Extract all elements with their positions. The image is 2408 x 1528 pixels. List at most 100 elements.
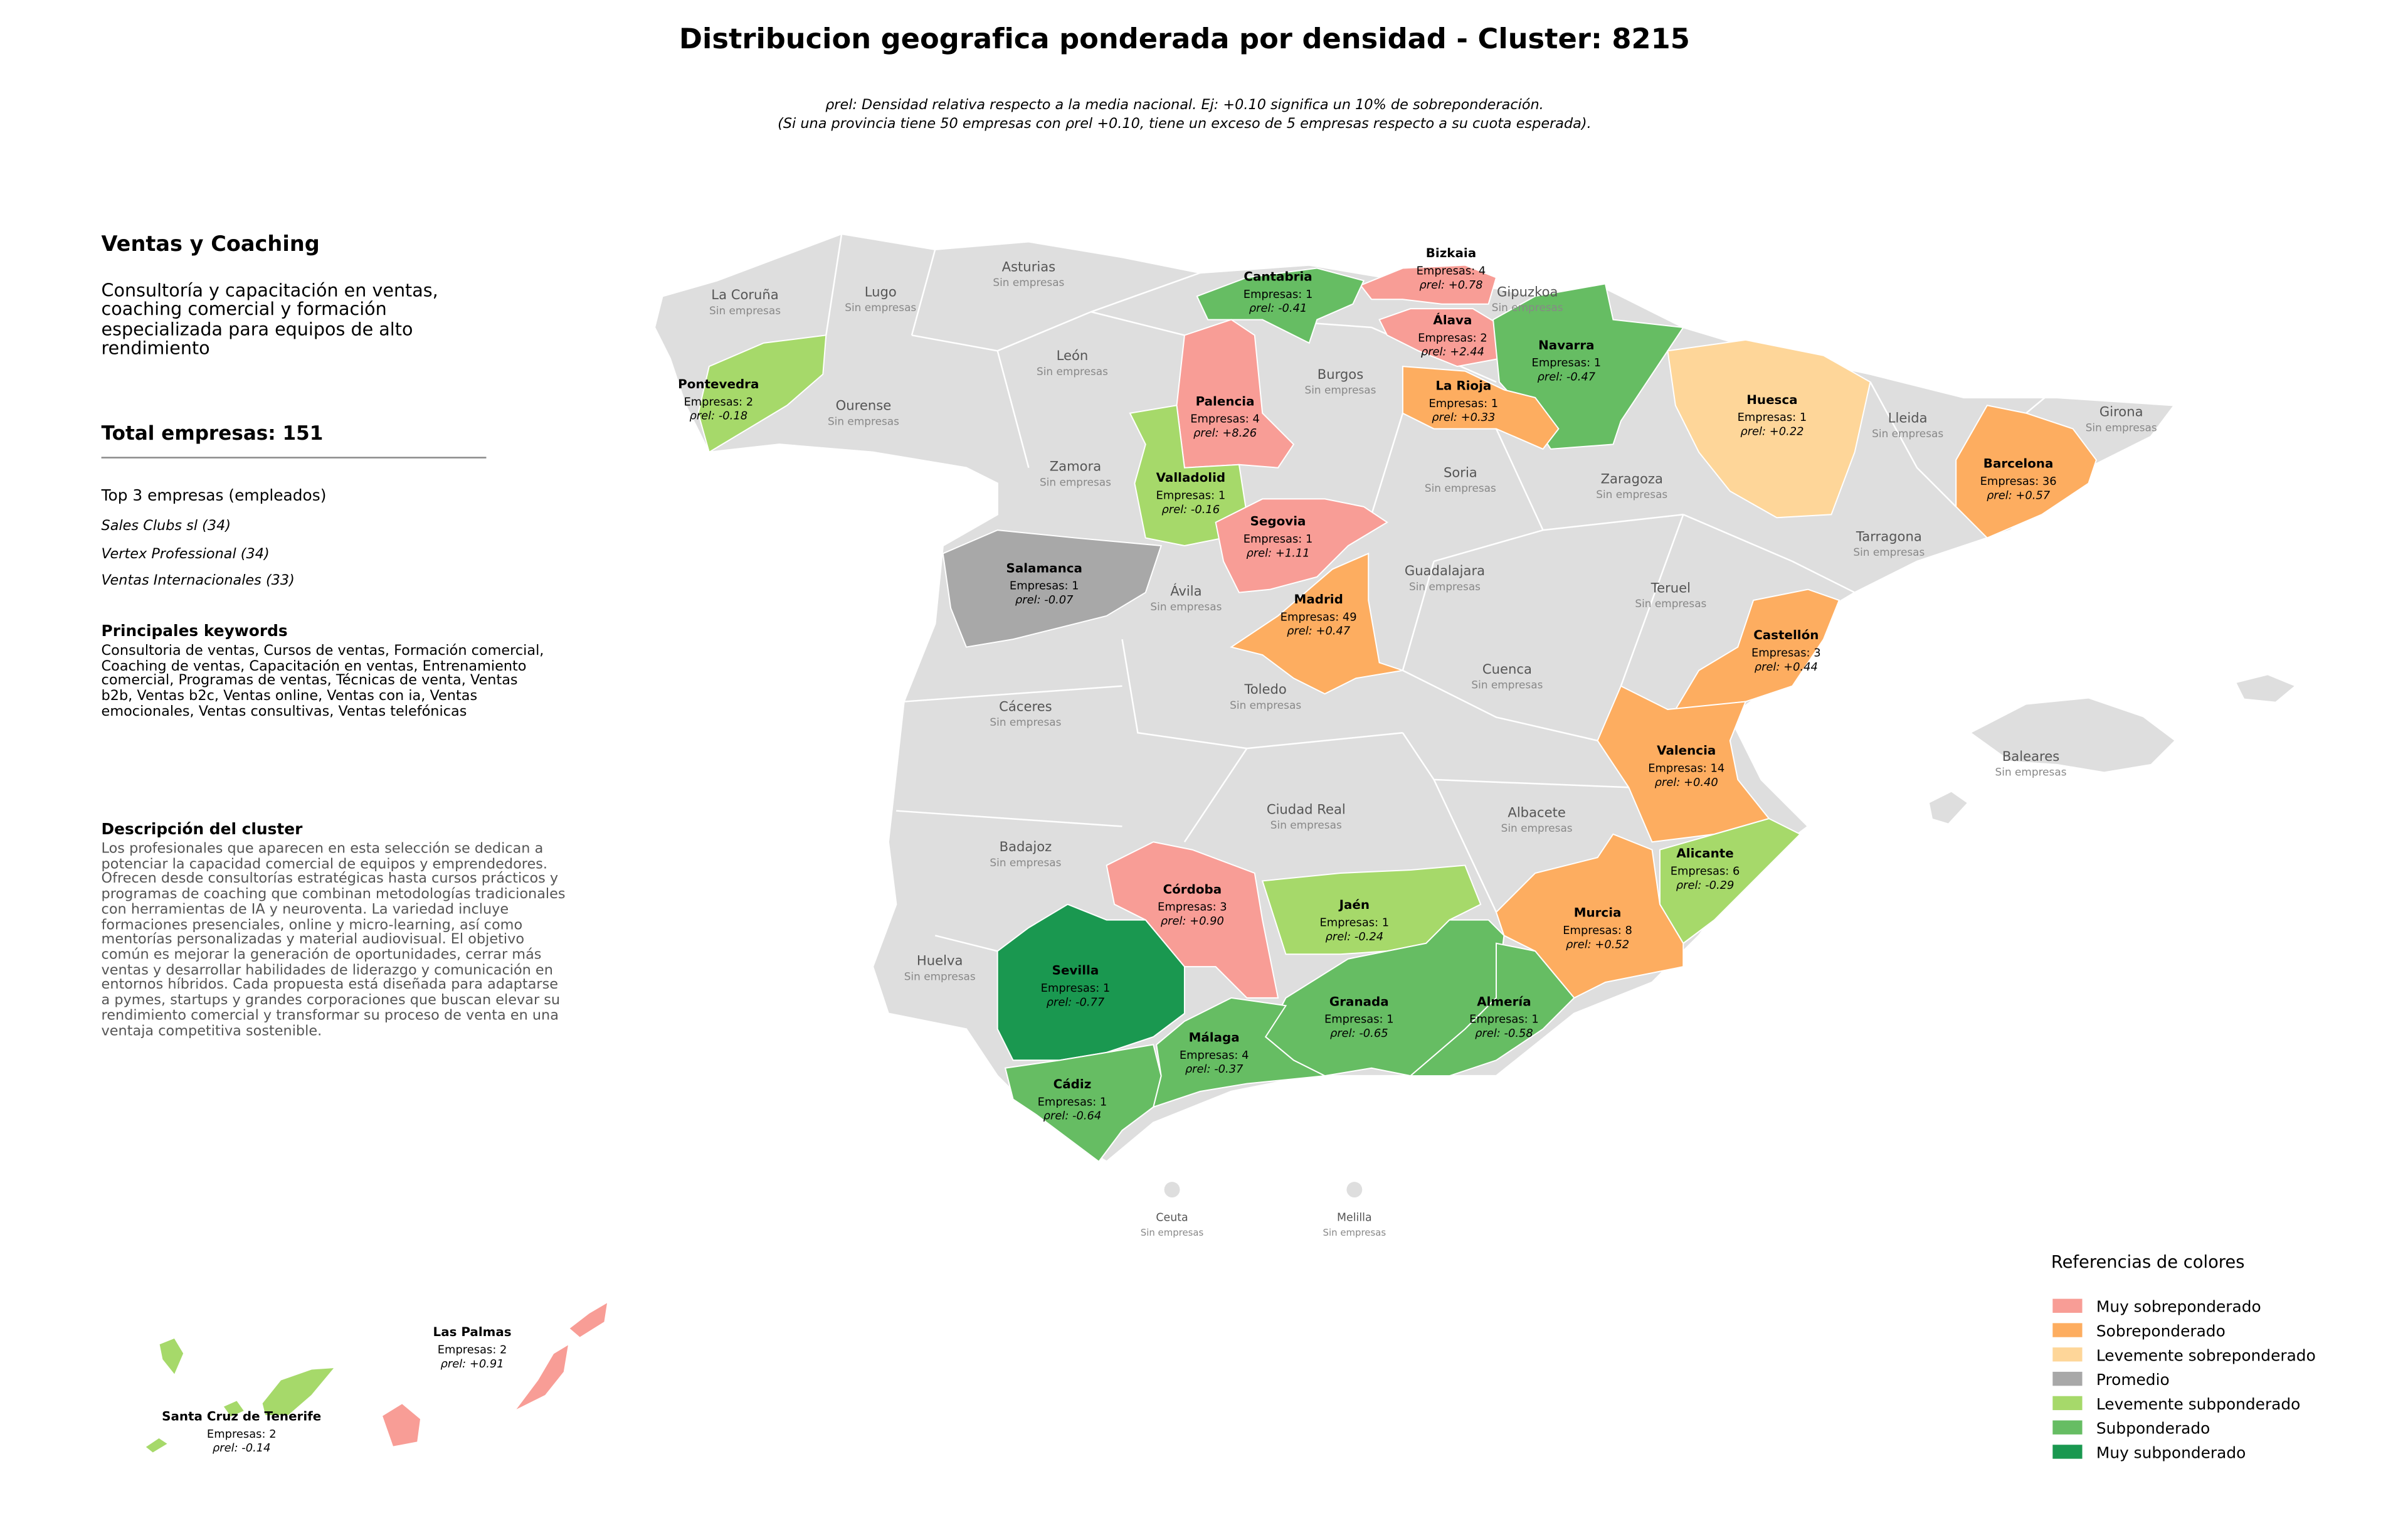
- province-rho: ρrel: +0.47: [1287, 625, 1351, 638]
- province-name: Segovia: [1250, 514, 1306, 529]
- province-name: Cáceres: [999, 698, 1052, 714]
- province-count: Empresas: 1: [1469, 1013, 1539, 1026]
- keywords: Consultoria de ventas, Cursos de ventas,…: [101, 644, 544, 721]
- side-panel: Ventas y Coaching Consultoría y capacita…: [101, 234, 566, 1040]
- province-count: Empresas: 3: [1751, 646, 1821, 659]
- province-name: Alicante: [1676, 846, 1733, 861]
- empty-label: Sin empresas: [1492, 301, 1563, 314]
- province-name: Huesca: [1746, 393, 1797, 407]
- province-name: Girona: [2099, 404, 2143, 420]
- empty-label: Sin empresas: [1853, 546, 1925, 558]
- province: [942, 529, 1162, 648]
- empty-label: Sin empresas: [1995, 766, 2067, 778]
- legend-swatch: [2052, 1323, 2083, 1337]
- legend-swatch: [2052, 1298, 2083, 1313]
- province-name: Lugo: [865, 284, 897, 299]
- province-name: Cantabria: [1244, 269, 1312, 284]
- keywords-title: Principales keywords: [101, 623, 288, 641]
- province-name: León: [1057, 348, 1089, 363]
- empty-label: Sin empresas: [1596, 488, 1667, 501]
- empty-label: Sin empresas: [904, 970, 976, 982]
- province-rho: ρrel: +0.52: [1566, 938, 1629, 951]
- province-name: Navarra: [1538, 338, 1594, 353]
- province-name: La Coruña: [711, 287, 778, 302]
- province-rho: ρrel: -0.64: [1043, 1110, 1102, 1123]
- province-name: Albacete: [1508, 805, 1565, 820]
- empty-label: Sin empresas: [1150, 600, 1222, 613]
- province-name: Almería: [1477, 994, 1531, 1009]
- province: [1674, 588, 1840, 711]
- province-rho: ρrel: +0.33: [1432, 411, 1495, 424]
- empty-label: Sin empresas: [1409, 580, 1481, 593]
- top-company: Sales Clubs sl (34): [101, 519, 231, 535]
- subtitle: (Si una provincia tiene 50 empresas con …: [778, 115, 1592, 132]
- empty-label: Sin empresas: [1141, 1227, 1204, 1238]
- province-name: Baleares: [2002, 748, 2059, 764]
- province-name: Ceuta: [1156, 1211, 1188, 1224]
- province-name: La Rioja: [1435, 378, 1491, 393]
- province-count: Empresas: 14: [1648, 761, 1724, 775]
- province: [1215, 498, 1388, 593]
- province-count: Empresas: 1: [1324, 1013, 1394, 1026]
- empty-label: Sin empresas: [1635, 597, 1706, 610]
- province-count: Empresas: 2: [1418, 331, 1487, 344]
- province-rho: ρrel: -0.18: [689, 410, 747, 423]
- province-name: Valladolid: [1156, 470, 1225, 485]
- cluster-description: Los profesionales que aparecen en esta s…: [101, 842, 566, 1040]
- province-rho: ρrel: +2.44: [1421, 346, 1484, 359]
- province-name: Palencia: [1196, 394, 1255, 408]
- province-rho: ρrel: -0.29: [1676, 879, 1735, 892]
- province: [1004, 1044, 1162, 1163]
- labels: Bizkaia Empresas: 4 ρrel: +0.78 Cantabria Em…: [162, 246, 2157, 1455]
- province-name: Teruel: [1650, 580, 1691, 596]
- province: [1106, 841, 1279, 999]
- province-count: Empresas: 1: [1156, 489, 1226, 502]
- province-borders: [825, 233, 2074, 952]
- province: [996, 903, 1185, 1061]
- empty-label: Sin empresas: [1425, 482, 1496, 494]
- province: [697, 334, 827, 454]
- province-name: Málaga: [1189, 1030, 1240, 1044]
- map: [144, 233, 2294, 1454]
- province-count: Empresas: 8: [1563, 924, 1632, 937]
- empty-label: Sin empresas: [845, 301, 916, 314]
- legend-label: Muy subponderado: [2096, 1443, 2246, 1462]
- province-name: Asturias: [1002, 259, 1056, 275]
- melilla: [1346, 1182, 1363, 1198]
- border: [825, 233, 2074, 952]
- legend-label: Subponderado: [2096, 1419, 2210, 1438]
- province-name: Burgos: [1318, 366, 1363, 382]
- empty-label: Sin empresas: [1872, 427, 1943, 440]
- province-rho: ρrel: +0.91: [441, 1357, 504, 1371]
- province-count: Empresas: 4: [1180, 1049, 1249, 1062]
- top-title: Top 3 empresas (empleados): [101, 488, 327, 506]
- province-name: Lleida: [1888, 410, 1928, 426]
- province-name: Sevilla: [1052, 963, 1099, 978]
- legend-label: Muy sobreponderado: [2096, 1298, 2261, 1316]
- province-rho: ρrel: +0.22: [1740, 425, 1803, 438]
- legend-swatch: [2052, 1347, 2083, 1362]
- legend-swatch: [2052, 1445, 2083, 1459]
- legend-label: Levemente sobreponderado: [2096, 1346, 2316, 1364]
- province-name: Melilla: [1337, 1211, 1372, 1224]
- top-company: Vertex Professional (34): [101, 546, 270, 563]
- province: [1408, 942, 1575, 1077]
- province-count: Empresas: 4: [1190, 413, 1260, 426]
- empty-label: Sin empresas: [1037, 365, 1108, 378]
- province-name: Toledo: [1244, 681, 1286, 697]
- province: [144, 1337, 337, 1454]
- province-name: Tarragona: [1856, 529, 1922, 544]
- province-count: Empresas: 1: [1244, 533, 1313, 546]
- province-count: Empresas: 49: [1281, 610, 1357, 623]
- province-name: Ávila: [1170, 583, 1201, 599]
- province-rho: ρrel: +0.44: [1755, 661, 1818, 674]
- province: [1360, 264, 1497, 305]
- province-name: Salamanca: [1006, 561, 1082, 575]
- empty-label: Sin empresas: [1270, 819, 1342, 831]
- province-count: Empresas: 1: [1532, 356, 1602, 369]
- province-count: Empresas: 1: [1244, 288, 1313, 301]
- province-rho: ρrel: -0.24: [1326, 930, 1384, 943]
- panel-description: Consultoría y capacitación en ventas, co…: [101, 279, 438, 359]
